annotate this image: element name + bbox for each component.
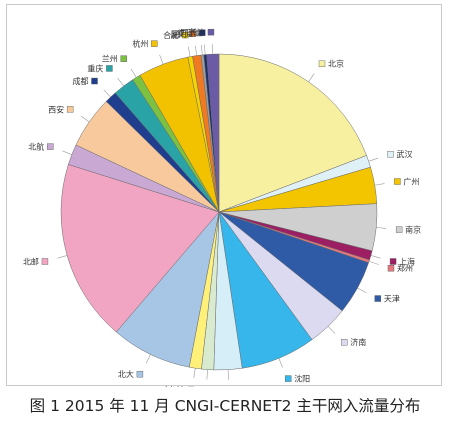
leader-line-5: [368, 261, 379, 265]
slice-swatch-15: [66, 106, 74, 113]
leader-line-2: [374, 183, 385, 186]
leader-line-20: [188, 46, 191, 57]
leader-line-3: [376, 227, 387, 229]
pie-slice-13: [60, 164, 220, 333]
slice-label-19: 杭州: [132, 39, 158, 49]
slice-swatch-12: [136, 370, 144, 378]
slice-label-text-2: 广州: [403, 177, 419, 187]
leader-line-6: [357, 287, 367, 294]
slice-label-24: 长沙: [189, 27, 215, 37]
slice-label-3: 南京: [395, 225, 421, 235]
slice-label-18: 兰州: [102, 54, 127, 64]
slice-swatch-23: [199, 29, 206, 36]
leader-line-19: [159, 54, 164, 65]
slice-label-text-11: 哈尔滨: [161, 385, 185, 387]
leader-line-10: [206, 369, 208, 380]
pie-slices: [60, 53, 378, 371]
leader-line-7: [327, 326, 336, 334]
leader-line-11: [193, 368, 196, 379]
slice-labels: 北京武汉广州南京上海郑州天津济南沈阳大连长春哈尔滨北大北邮北航西安成都重庆兰州杭…: [23, 27, 421, 387]
slice-label-12: 北大: [118, 369, 144, 379]
slice-swatch-13: [41, 258, 49, 265]
slice-label-text-15: 西安: [48, 104, 64, 114]
slice-label-text-14: 北航: [28, 142, 44, 152]
leader-line-23: [204, 44, 206, 55]
slice-swatch-5: [387, 265, 395, 272]
leader-line-17: [117, 77, 124, 87]
slice-swatch-2: [394, 178, 401, 185]
slice-label-17: 重庆: [87, 63, 113, 73]
leader-lines: [57, 44, 387, 380]
slice-label-text-7: 济南: [350, 337, 366, 347]
pie-chart: 北京武汉广州南京上海郑州天津济南沈阳大连长春哈尔滨北大北邮北航西安成都重庆兰州杭…: [23, 27, 421, 387]
slice-label-text-12: 北大: [118, 369, 134, 379]
slice-label-text-0: 北京: [328, 59, 344, 69]
slice-swatch-16: [91, 77, 98, 85]
leader-line-9: [227, 369, 229, 380]
leader-line-13: [57, 255, 68, 259]
slice-label-1: 武汉: [387, 149, 412, 159]
slice-label-text-1: 武汉: [396, 149, 412, 159]
slice-swatch-14: [47, 143, 54, 150]
pie-slice-0: [218, 53, 367, 213]
slice-swatch-17: [106, 65, 113, 72]
slice-label-text-16: 成都: [73, 76, 89, 86]
slice-swatch-21: [189, 30, 196, 37]
slice-label-14: 北航: [28, 142, 54, 152]
slice-label-text-6: 天津: [384, 294, 400, 304]
slice-label-text-24: 长沙: [189, 27, 205, 37]
slice-label-16: 成都: [73, 76, 98, 86]
slice-swatch-0: [318, 60, 326, 67]
leader-line-12: [145, 354, 151, 364]
slice-swatch-8: [284, 375, 292, 382]
slice-swatch-1: [387, 151, 394, 158]
slice-label-text-22: 复旦: [177, 28, 193, 38]
slice-label-6: 天津: [374, 294, 400, 304]
leader-line-22: [201, 44, 203, 55]
slice-label-text-13: 北邮: [23, 257, 39, 267]
slice-swatch-7: [341, 339, 348, 346]
slice-label-7: 济南: [341, 337, 366, 347]
leader-line-4: [370, 255, 381, 259]
leader-line-15: [80, 115, 90, 123]
slice-label-5: 郑州: [387, 263, 413, 273]
slice-swatch-19: [151, 40, 158, 47]
slice-label-0: 北京: [318, 59, 344, 69]
slice-label-text-19: 杭州: [132, 39, 148, 49]
chart-frame: 北京武汉广州南京上海郑州天津济南沈阳大连长春哈尔滨北大北邮北航西安成都重庆兰州杭…: [6, 4, 442, 387]
slice-label-text-18: 兰州: [102, 54, 118, 64]
slice-label-text-8: 沈阳: [294, 374, 310, 384]
slice-label-4: 上海: [389, 257, 415, 267]
slice-label-15: 西安: [48, 104, 74, 114]
slice-swatch-18: [120, 55, 127, 62]
leader-line-0: [308, 73, 315, 82]
slice-swatch-4: [389, 258, 397, 265]
slice-label-text-21: 厦门: [171, 29, 187, 39]
slice-label-text-17: 重庆: [87, 63, 103, 73]
slice-swatch-6: [374, 295, 382, 302]
slice-label-20: 合肥: [163, 30, 189, 40]
slice-label-13: 北邮: [23, 257, 49, 267]
slice-label-text-3: 南京: [405, 225, 421, 235]
leader-line-14: [62, 150, 72, 155]
slice-label-21: 厦门: [171, 29, 196, 39]
slice-label-text-5: 郑州: [397, 263, 413, 273]
slice-label-8: 沈阳: [284, 374, 310, 384]
slice-swatch-20: [181, 31, 189, 39]
slice-label-text-4: 上海: [399, 257, 415, 267]
slice-label-11: 哈尔滨: [161, 385, 195, 387]
leader-line-21: [195, 45, 198, 56]
slice-label-2: 广州: [394, 177, 419, 187]
slice-swatch-3: [395, 226, 403, 233]
leader-line-18: [130, 68, 137, 78]
leader-line-16: [103, 89, 111, 98]
slice-label-23: 同济: [180, 28, 206, 38]
leader-line-8: [278, 358, 283, 368]
slice-label-text-20: 合肥: [163, 30, 179, 40]
slice-label-text-23: 同济: [180, 28, 196, 38]
leader-line-1: [368, 157, 379, 162]
figure-caption: 图 1 2015 年 11 月 CNGI-CERNET2 主干网入流量分布: [29, 397, 421, 415]
slice-swatch-24: [207, 28, 215, 36]
